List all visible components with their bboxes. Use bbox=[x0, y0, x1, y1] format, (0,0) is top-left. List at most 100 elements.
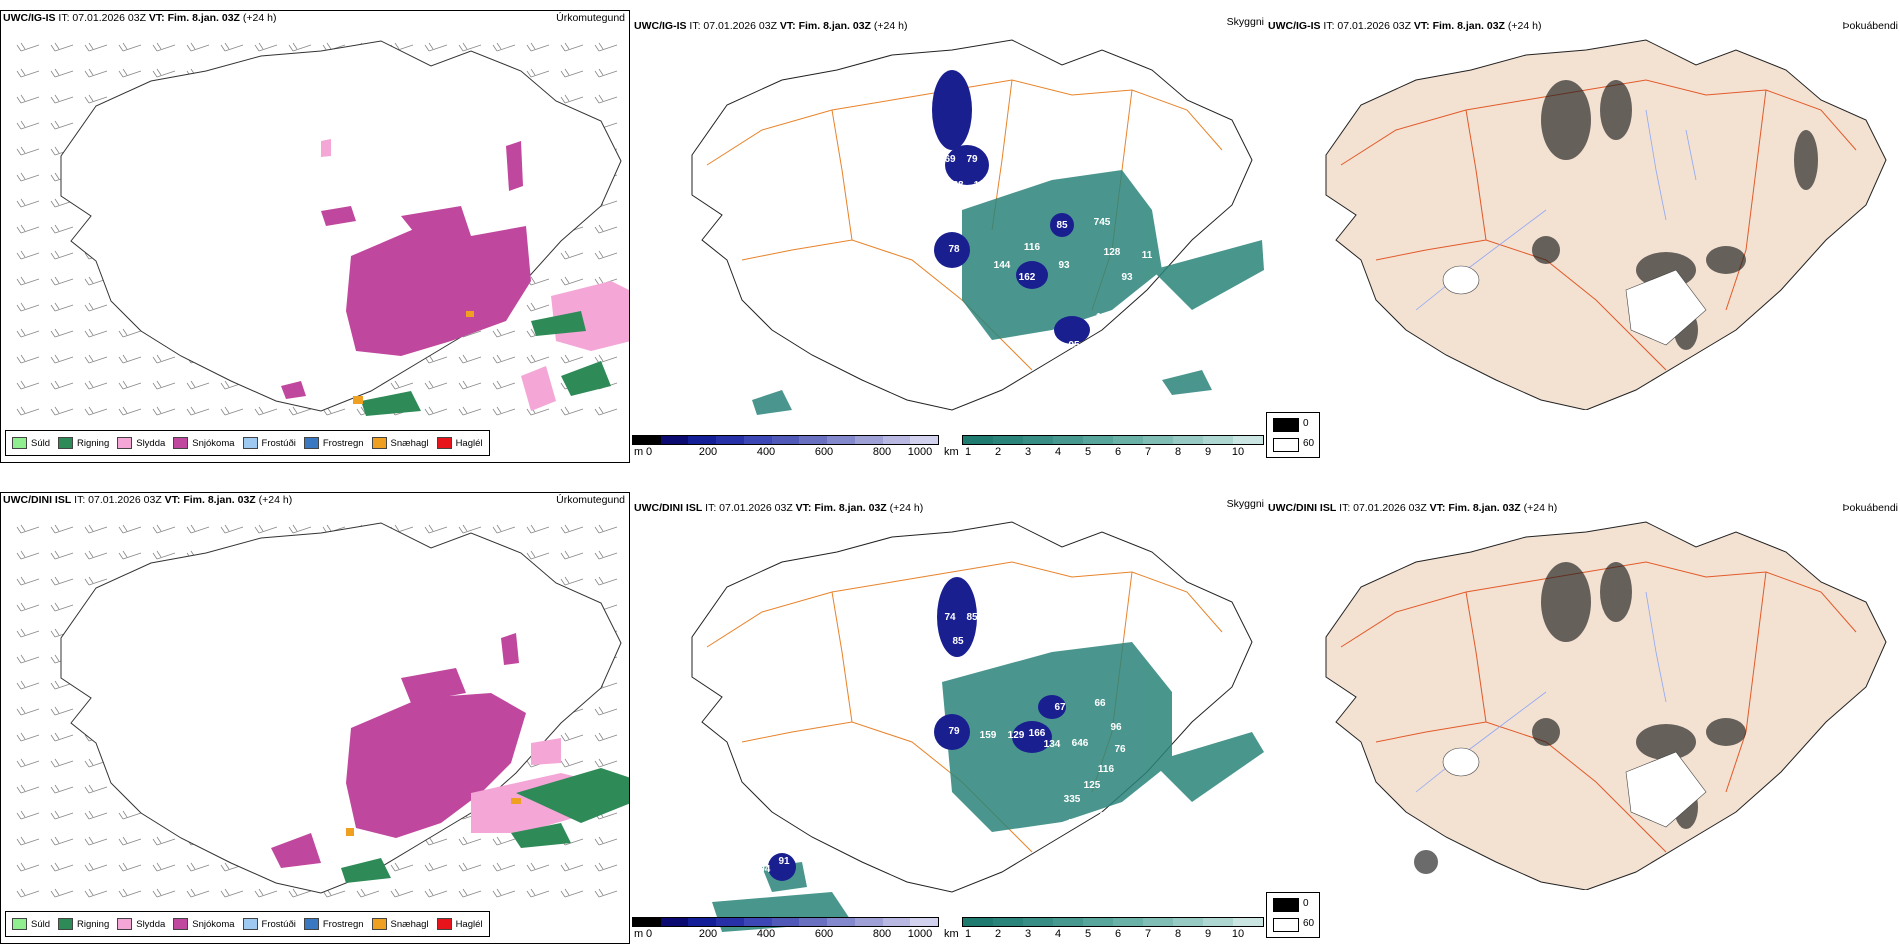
wind-barb bbox=[526, 862, 550, 872]
wind-barb bbox=[254, 406, 278, 416]
legend-item-rain: Rigning bbox=[58, 918, 109, 930]
wind-barb bbox=[152, 524, 176, 534]
tick-label: 1000 bbox=[907, 928, 933, 940]
precip-type-legend: Súld Rigning Slydda Snjókoma Frostúði Fr… bbox=[5, 430, 490, 456]
lead-time: (+24 h) bbox=[889, 502, 924, 514]
wind-barb bbox=[152, 550, 176, 560]
colorbar-swatch bbox=[633, 436, 661, 444]
cloud-base-label: 85 bbox=[966, 612, 978, 623]
panel-header: UWC/DINI ISL IT: 07.01.2026 03Z VT: Fim.… bbox=[1268, 502, 1557, 514]
model-name: UWC/IG-IS bbox=[634, 20, 687, 32]
low-visibility-area bbox=[752, 170, 1264, 415]
panel-title: Skyggni bbox=[1226, 498, 1264, 510]
cloud-base-label: 774 bbox=[1144, 330, 1161, 341]
cloud-base-label: 13 bbox=[854, 834, 866, 845]
wind-barb bbox=[50, 602, 74, 612]
panel-header: UWC/IG-IS IT: 07.01.2026 03Z VT: Fim. 8.… bbox=[1268, 20, 1541, 32]
wind-barb bbox=[288, 42, 312, 52]
tick-label: 400 bbox=[756, 446, 776, 458]
cloud-base-label: 93 bbox=[1058, 260, 1070, 271]
wind-barb bbox=[594, 862, 618, 872]
cloud-base-label: 108 bbox=[974, 180, 991, 191]
wind-barb bbox=[16, 120, 40, 130]
wind-barb bbox=[84, 328, 108, 338]
colorbar-swatch bbox=[854, 918, 883, 926]
tick-label: 1 bbox=[964, 928, 972, 940]
wind-barb bbox=[152, 888, 176, 898]
wind-barb bbox=[526, 888, 550, 898]
wind-barb bbox=[16, 276, 40, 286]
cloud-base-label: 166 bbox=[1029, 728, 1046, 739]
colorbar-swatch bbox=[1143, 918, 1173, 926]
tick-label: 7 bbox=[1144, 928, 1152, 940]
cloud-base-label: 67 bbox=[1054, 702, 1066, 713]
wind-barb bbox=[84, 302, 108, 312]
legend-item-snow-pellets: Snæhagl bbox=[371, 437, 429, 449]
fog-legend-label: 60 bbox=[1303, 438, 1315, 449]
legend-item-freezing-drizzle: Frostúði bbox=[242, 437, 296, 449]
wind-barb bbox=[118, 406, 142, 416]
wind-barb bbox=[16, 524, 40, 534]
cloud-base-label: 128 bbox=[1104, 247, 1121, 258]
wind-barb bbox=[254, 42, 278, 52]
wind-barb bbox=[220, 888, 244, 898]
init-time: IT: 07.01.2026 03Z bbox=[58, 12, 146, 24]
wind-barb bbox=[118, 550, 142, 560]
wind-barb bbox=[594, 732, 618, 742]
wind-barb bbox=[118, 862, 142, 872]
cloud-base-label: 335 bbox=[1064, 794, 1081, 805]
wind-barb bbox=[16, 758, 40, 768]
wind-barb bbox=[492, 406, 516, 416]
wind-barb bbox=[50, 354, 74, 364]
wind-barb bbox=[84, 380, 108, 390]
tick-label: 5 bbox=[1084, 928, 1092, 940]
cloud-base-labels: 74 85 85 84 45 23 79 159 129 166 67 134 … bbox=[754, 612, 1207, 875]
tick-label: 1 bbox=[964, 446, 972, 458]
wind-barb bbox=[16, 68, 40, 78]
cloud-base-label: 183 bbox=[1134, 824, 1151, 835]
colorbar-swatch bbox=[1053, 436, 1083, 444]
panel-header: UWC/DINI ISL IT: 07.01.2026 03Z VT: Fim.… bbox=[3, 494, 292, 506]
fog-legend-label: 0 bbox=[1303, 418, 1309, 429]
wind-barb bbox=[492, 862, 516, 872]
wind-barb bbox=[16, 146, 40, 156]
wind-barb bbox=[16, 654, 40, 664]
wind-barb bbox=[84, 94, 108, 104]
colorbar-swatch bbox=[882, 436, 911, 444]
lead-time: (+24 h) bbox=[873, 20, 908, 32]
tick-label: 7 bbox=[1144, 446, 1152, 458]
wind-barb bbox=[594, 354, 618, 364]
colorbar-swatch bbox=[854, 436, 883, 444]
wind-barb bbox=[526, 550, 550, 560]
wind-barb bbox=[594, 94, 618, 104]
wind-barb bbox=[594, 524, 618, 534]
iceland-landmass bbox=[1325, 521, 1887, 890]
wind-barb bbox=[526, 524, 550, 534]
wind-barb bbox=[424, 380, 448, 390]
legend-item-drizzle: Súld bbox=[12, 437, 50, 449]
wind-barb bbox=[16, 328, 40, 338]
cloud-base-label: 93 bbox=[1121, 272, 1133, 283]
legend-item-hail: Haglél bbox=[436, 918, 483, 930]
visibility-colorbar bbox=[962, 917, 1264, 927]
wind-barb bbox=[458, 42, 482, 52]
tick-label: 8 bbox=[1174, 928, 1182, 940]
snow-area bbox=[271, 633, 526, 868]
tick-label: 0 bbox=[645, 446, 653, 458]
cloud-base-label: 11 bbox=[1142, 250, 1153, 261]
wind-barb bbox=[84, 42, 108, 52]
wind-barb bbox=[118, 328, 142, 338]
colorbar-swatch bbox=[1203, 918, 1233, 926]
wind-barb bbox=[390, 380, 414, 390]
cloud-base-label: 488 bbox=[1164, 804, 1181, 815]
cloud-base-label: 519 bbox=[1190, 812, 1207, 823]
cloud-base-label: 69 bbox=[944, 154, 956, 165]
wind-barb bbox=[220, 42, 244, 52]
colorbar-swatch bbox=[910, 436, 939, 444]
wind-barb bbox=[84, 810, 108, 820]
snow-area bbox=[281, 141, 531, 399]
tick-label: 3 bbox=[1024, 446, 1032, 458]
cloudbase-unit: m bbox=[634, 446, 644, 458]
wind-barb bbox=[594, 406, 618, 416]
wind-barb bbox=[492, 354, 516, 364]
